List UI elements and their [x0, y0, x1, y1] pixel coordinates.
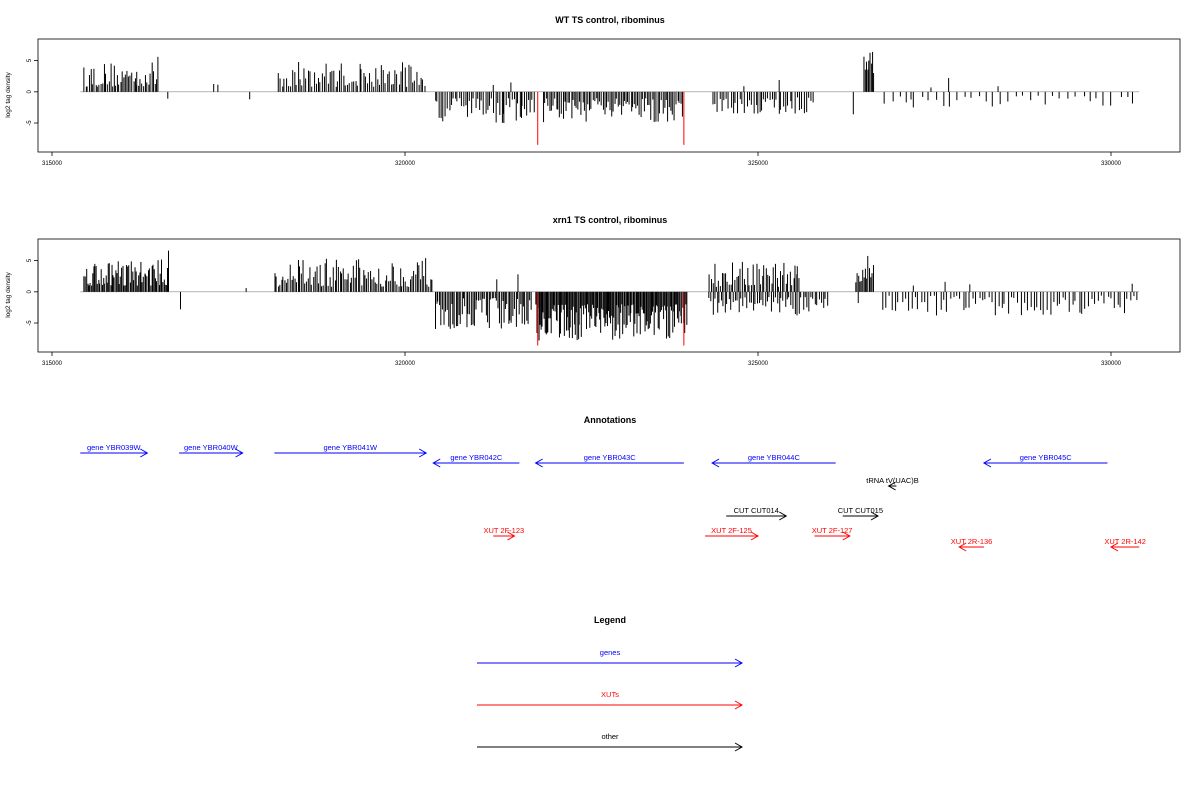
feature-gene-ybr041w	[274, 448, 428, 458]
feature-label: XUT 2F-125	[711, 526, 752, 535]
xrn1-track-bars	[80, 250, 1140, 346]
feature-label: CUT CUT014	[734, 506, 779, 515]
feature-cut-cut015	[842, 511, 880, 521]
x-tick-label: 320000	[395, 361, 416, 367]
x-tick-label: 315000	[42, 361, 63, 367]
feature-trna-tv-uac-b	[887, 481, 897, 491]
feature-xut-2r-136	[958, 542, 984, 552]
feature-label: XUT 2F-123	[483, 526, 524, 535]
legend-other-label: other	[601, 732, 619, 741]
feature-label: XUT 2F-127	[812, 526, 853, 535]
feature-label: gene YBR040W	[184, 443, 239, 452]
feature-gene-ybr043c	[534, 458, 684, 468]
legend-panel: Legend genes XUTs other	[477, 615, 744, 752]
annotations-panel: Annotations gene YBR039W gene YBR040W gene…	[80, 415, 1146, 552]
feature-label: tRNA tV(UAC)B	[866, 476, 919, 485]
wt-plot-frame	[37, 38, 1181, 153]
feature-label: gene YBR042C	[450, 453, 503, 462]
legend-gene-label: genes	[600, 648, 621, 657]
x-tick-label: 315000	[42, 161, 63, 167]
feature-label: gene YBR044C	[748, 453, 801, 462]
feature-gene-ybr042c	[432, 458, 520, 468]
feature-gene-ybr040w	[179, 448, 244, 458]
feature-xut-2f-123	[493, 531, 516, 541]
feature-cut-cut014	[726, 511, 788, 521]
legend-items: genes XUTs other	[477, 648, 744, 752]
annotation-features: gene YBR039W gene YBR040W gene YBR041W gene…	[80, 443, 1146, 552]
xrn1-track-axes: -5 0 5 315000 320000 325000 330000	[27, 258, 1122, 367]
x-tick-label: 325000	[748, 361, 769, 367]
feature-xut-2f-127	[814, 531, 851, 541]
feature-label: XUT 2R-142	[1104, 537, 1146, 546]
wt-track-panel: WT TS control, ribominus log2 tag densit…	[5, 15, 1181, 167]
x-tick-label: 320000	[395, 161, 416, 167]
feature-gene-ybr045c	[982, 458, 1108, 468]
feature-gene-ybr044c	[711, 458, 836, 468]
y-tick-label: 5	[27, 258, 33, 262]
y-tick-label: 5	[27, 58, 33, 62]
legend-other-arrow	[477, 742, 744, 752]
xrn1-track-panel: xrn1 TS control, ribominus log2 tag dens…	[5, 215, 1181, 367]
wt-track-bars	[80, 51, 1140, 145]
feature-label: CUT CUT015	[838, 506, 883, 515]
feature-label: gene YBR041W	[323, 443, 378, 452]
wt-track-title: WT TS control, ribominus	[555, 15, 665, 25]
x-tick-label: 330000	[1101, 161, 1122, 167]
y-tick-label: 0	[27, 89, 33, 93]
wt-track-axes: -5 0 5 315000 320000 325000 330000	[27, 58, 1122, 167]
legend-xut-arrow	[477, 700, 744, 710]
wt-y-axis-label: log2 tag density	[5, 71, 12, 117]
xrn1-track-title: xrn1 TS control, ribominus	[553, 215, 668, 225]
feature-xut-2r-142	[1109, 542, 1140, 552]
legend-title: Legend	[594, 615, 626, 625]
x-tick-label: 325000	[748, 161, 769, 167]
feature-label: gene YBR043C	[584, 453, 637, 462]
legend-gene-arrow	[477, 658, 744, 668]
feature-label: XUT 2R-136	[951, 537, 993, 546]
xrn1-y-axis-label: log2 tag density	[5, 271, 12, 317]
x-tick-label: 330000	[1101, 361, 1122, 367]
annotations-title: Annotations	[584, 415, 637, 425]
feature-gene-ybr039w	[80, 448, 149, 458]
y-tick-label: 0	[27, 289, 33, 293]
feature-xut-2f-125	[705, 531, 760, 541]
feature-label: gene YBR045C	[1020, 453, 1073, 462]
y-tick-label: -5	[27, 120, 33, 126]
legend-xut-label: XUTs	[601, 690, 619, 699]
feature-label: gene YBR039W	[87, 443, 142, 452]
y-tick-label: -5	[27, 320, 33, 326]
